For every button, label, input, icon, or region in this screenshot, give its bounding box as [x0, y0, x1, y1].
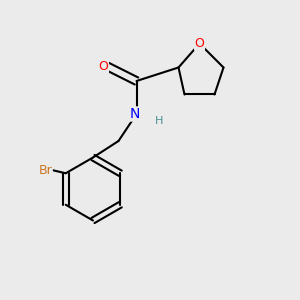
Text: O: O: [99, 59, 108, 73]
Text: H: H: [155, 116, 163, 127]
Text: O: O: [195, 37, 204, 50]
Text: N: N: [130, 107, 140, 121]
Text: Br: Br: [38, 164, 52, 177]
